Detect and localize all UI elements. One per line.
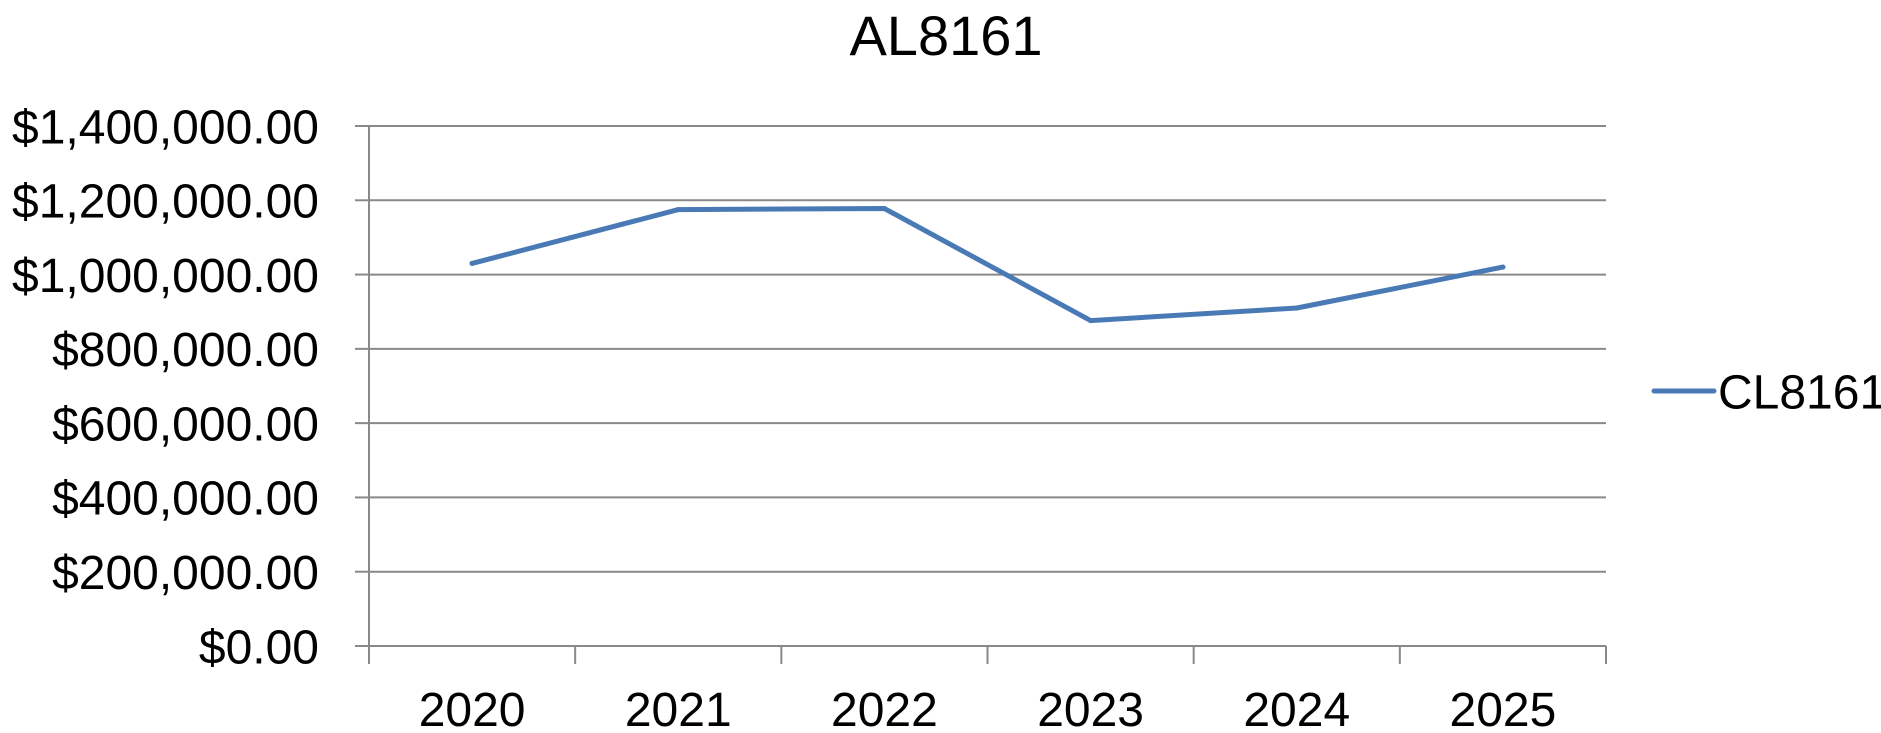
data-point [1500,264,1506,270]
x-tick-label: 2025 [1450,684,1557,733]
x-tick-label: 2021 [625,684,732,733]
series-lines [469,205,1506,324]
x-tick-label: 2024 [1243,684,1350,733]
data-point [1088,318,1094,324]
data-point [469,260,475,266]
x-tick-label: 2023 [1037,684,1144,733]
legend: CL8161 [1651,366,1881,419]
legend-label: CL8161 [1718,366,1881,419]
y-tick-label: $800,000.00 [52,324,319,377]
data-point [675,207,681,213]
y-tick-label: $1,400,000.00 [12,101,319,154]
chart-title: AL8161 [849,4,1042,67]
x-tick-label: 2022 [831,684,938,733]
data-point [1294,305,1300,311]
y-tick-label: $600,000.00 [52,398,319,451]
gridlines [369,125,1606,573]
y-tick-label: $1,200,000.00 [12,176,319,229]
y-tick-label: $1,000,000.00 [12,250,319,303]
y-tick-label: $200,000.00 [52,547,319,600]
y-tick-label: $400,000.00 [52,473,319,526]
x-axis-tick-labels: 2020 2021 2022 2023 2024 2025 [419,684,1557,733]
y-axis-tick-labels: $0.00 $200,000.00 $400,000.00 $600,000.00 $8… [12,101,319,674]
series-line [469,206,1506,324]
x-tick-label: 2020 [419,684,526,733]
data-point [881,205,887,211]
y-tick-label: $0.00 [199,621,319,674]
axes [355,125,1607,664]
